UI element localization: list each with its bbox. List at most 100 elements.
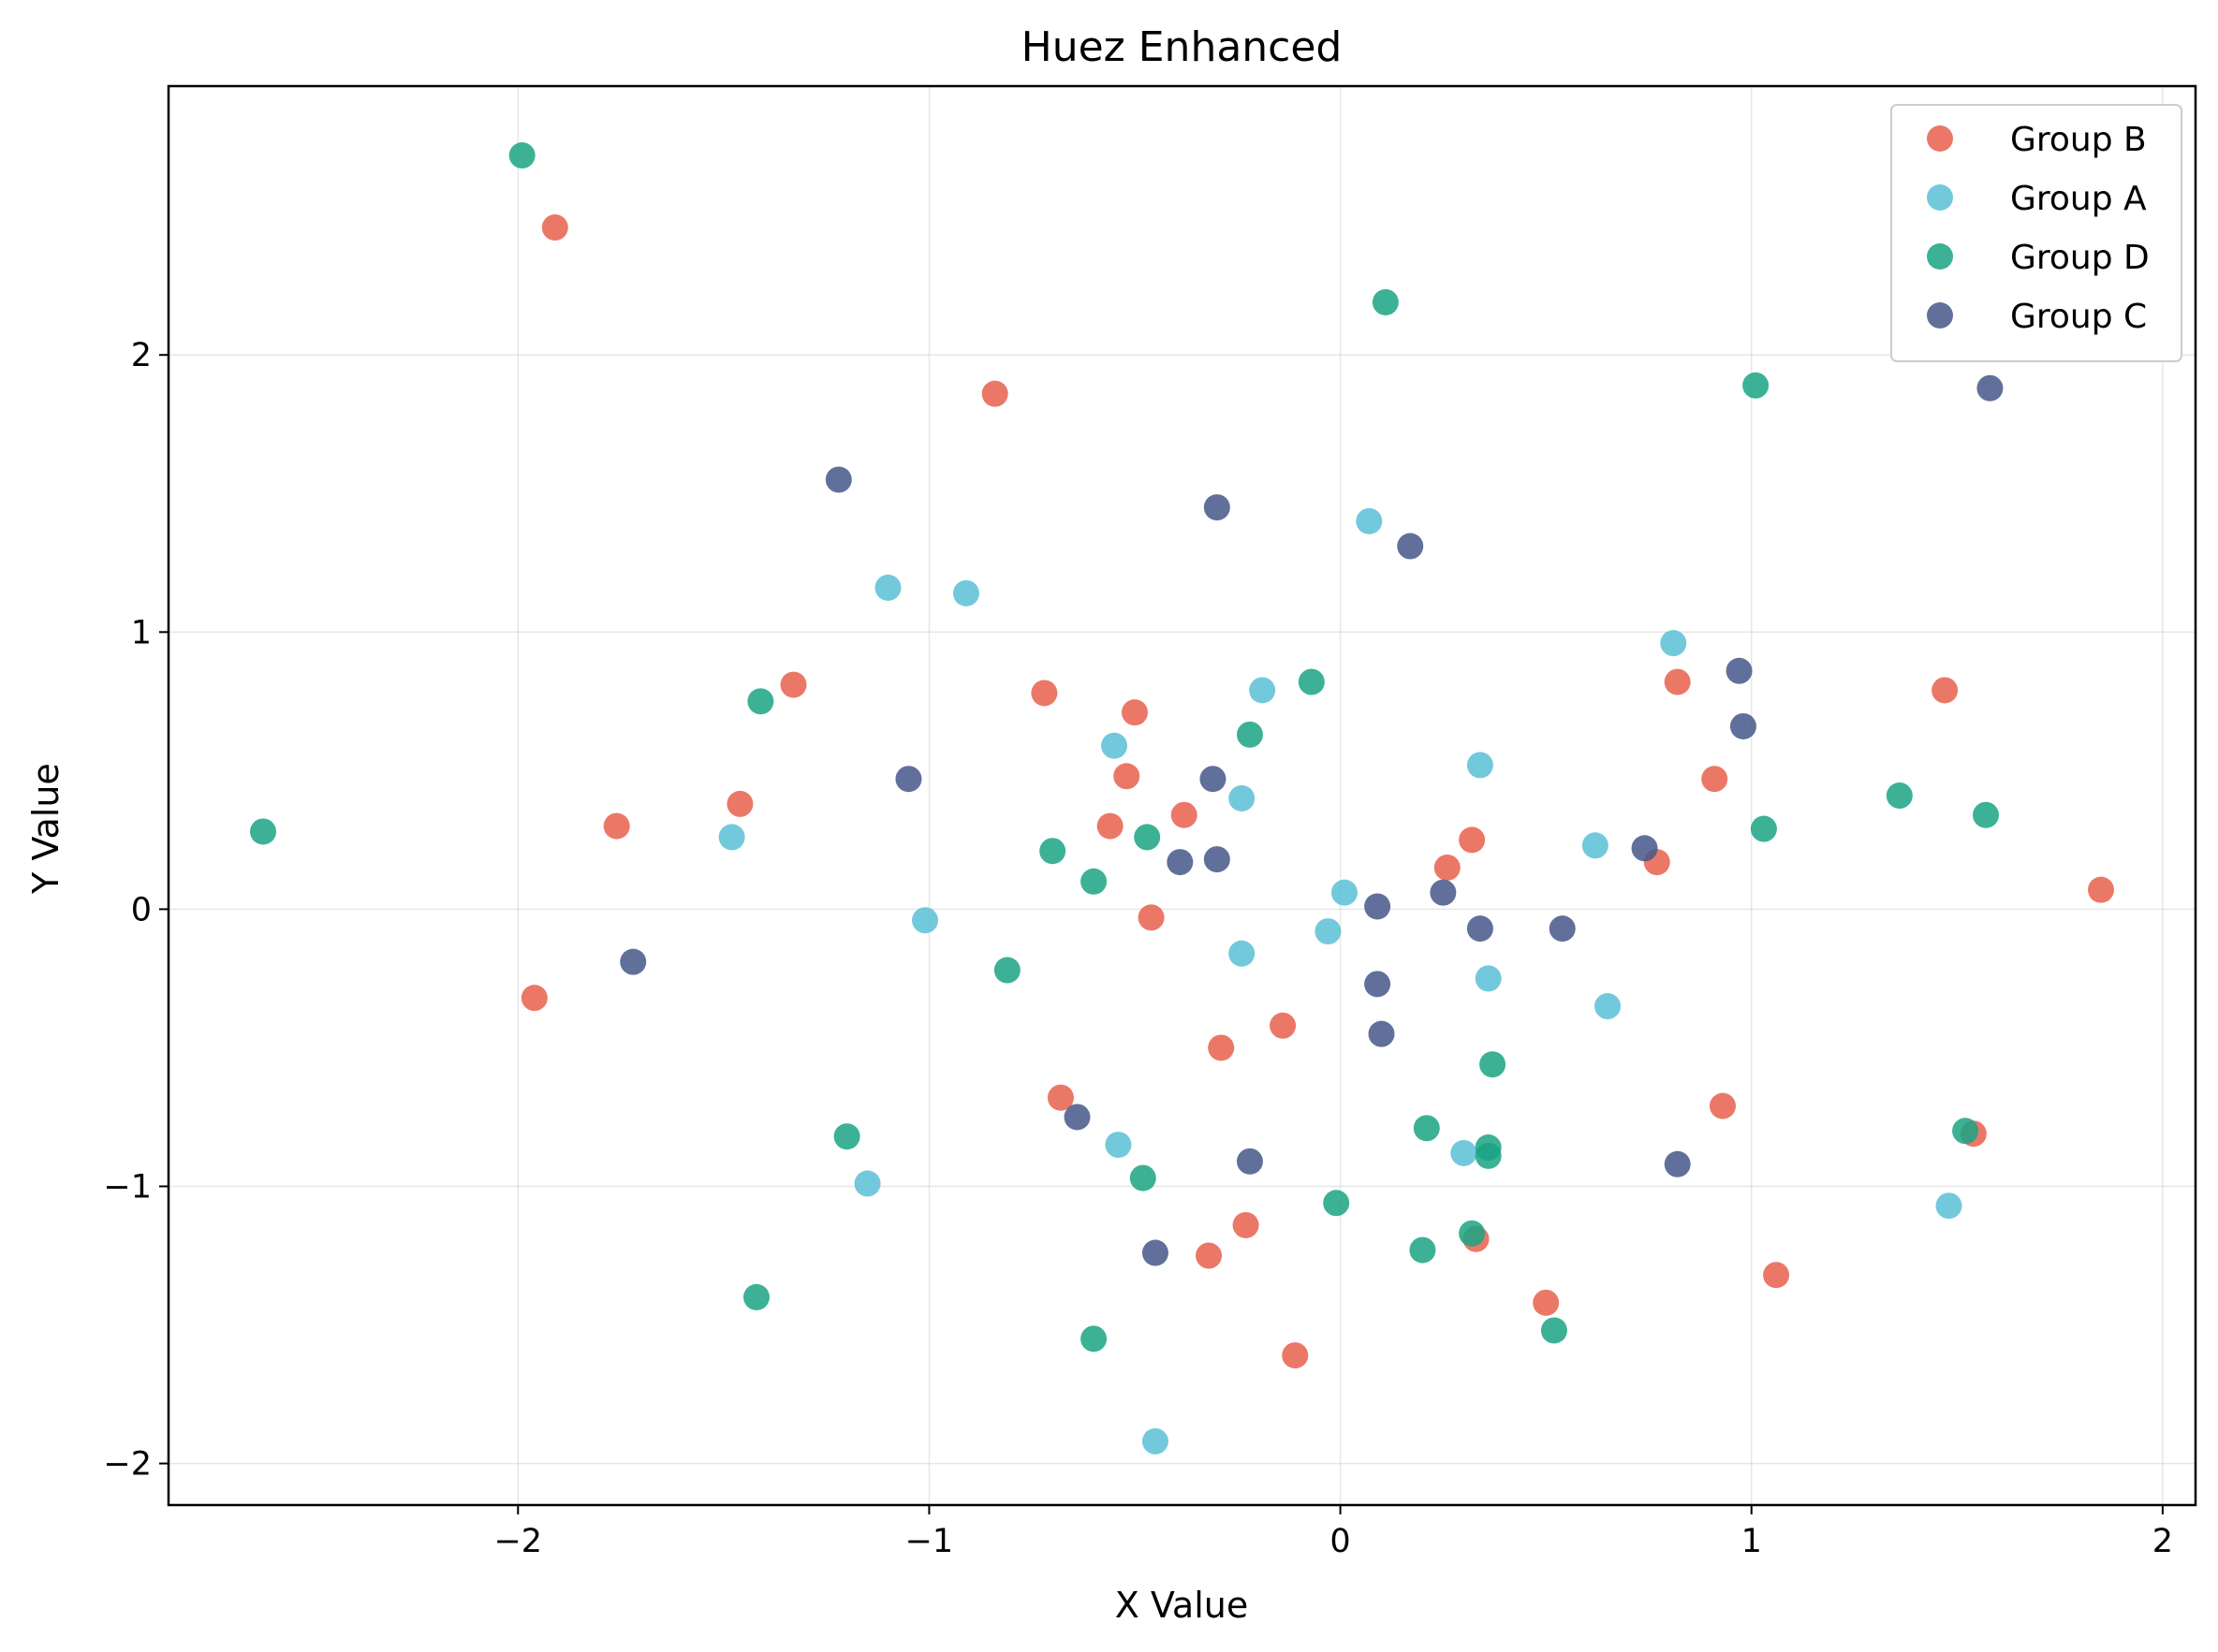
legend-marker-group-c xyxy=(1927,302,1953,329)
point-group-d xyxy=(1080,868,1108,895)
point-group-d xyxy=(1236,721,1263,748)
point-group-c xyxy=(1368,1020,1395,1047)
x-tick-label: 2 xyxy=(2152,1523,2173,1560)
point-group-c xyxy=(825,466,852,493)
point-group-d xyxy=(1413,1115,1440,1142)
point-group-a xyxy=(1228,940,1256,967)
point-group-b xyxy=(1113,763,1140,790)
point-group-d xyxy=(1479,1051,1506,1078)
point-group-c xyxy=(1064,1104,1091,1131)
point-group-c xyxy=(1141,1239,1168,1266)
plot-frame xyxy=(167,84,2197,1507)
point-group-c xyxy=(1167,849,1194,876)
legend-marker-group-b xyxy=(1927,125,1953,152)
point-group-d xyxy=(1372,288,1399,315)
point-group-a xyxy=(1141,1427,1168,1455)
x-tick-label: 1 xyxy=(1741,1523,1762,1560)
point-group-d xyxy=(747,688,774,715)
point-group-d xyxy=(993,957,1021,984)
point-group-d xyxy=(1323,1190,1350,1217)
point-group-c xyxy=(1430,879,1457,906)
point-group-a xyxy=(952,579,979,607)
point-group-b xyxy=(1533,1289,1560,1316)
point-group-b xyxy=(1121,699,1148,726)
legend-label-group-d: Group D xyxy=(2010,239,2150,277)
point-group-c xyxy=(1729,712,1756,739)
point-group-b xyxy=(1433,854,1461,881)
x-tick-label: −2 xyxy=(493,1523,542,1560)
point-group-b xyxy=(1096,812,1124,840)
point-group-c xyxy=(895,766,922,793)
point-group-b xyxy=(1196,1242,1223,1269)
point-group-b xyxy=(1031,680,1058,707)
y-tick-label: 0 xyxy=(131,891,152,928)
point-group-b xyxy=(1282,1342,1309,1369)
chart-title: Huez Enhanced xyxy=(1021,23,1343,71)
y-tick-label: 2 xyxy=(131,337,152,374)
x-tick-label: 0 xyxy=(1329,1523,1350,1560)
point-group-b xyxy=(541,214,568,241)
point-group-c xyxy=(1631,835,1658,862)
point-group-a xyxy=(1450,1139,1477,1166)
point-group-d xyxy=(1129,1164,1156,1191)
point-group-b xyxy=(1270,1012,1297,1039)
point-group-d xyxy=(1039,838,1066,865)
point-group-a xyxy=(1594,993,1622,1020)
point-group-b xyxy=(1709,1092,1736,1119)
point-group-d xyxy=(1459,1220,1486,1247)
point-group-c xyxy=(1199,766,1227,793)
point-group-b xyxy=(2087,876,2114,903)
y-tick-label: 1 xyxy=(131,614,152,651)
legend-marker-group-d xyxy=(1927,243,1953,270)
legend: Group B Group A Group D Group C xyxy=(1890,104,2182,362)
legend-label-group-b: Group B xyxy=(2010,121,2147,159)
point-group-d xyxy=(1540,1317,1567,1344)
point-group-c xyxy=(1664,1150,1691,1177)
point-group-d xyxy=(1742,372,1770,399)
point-group-d xyxy=(1952,1118,1979,1145)
point-group-a xyxy=(912,907,939,934)
point-group-c xyxy=(1364,893,1391,920)
point-group-a xyxy=(1228,784,1256,811)
point-group-d xyxy=(1298,668,1325,695)
point-group-b xyxy=(603,812,630,840)
point-group-c xyxy=(620,948,647,975)
point-group-c xyxy=(1203,846,1230,873)
point-group-c xyxy=(1236,1148,1263,1175)
point-group-d xyxy=(833,1123,860,1150)
legend-box xyxy=(1890,104,2182,362)
grid-lines xyxy=(169,86,2196,1505)
y-tick-label: −2 xyxy=(103,1446,152,1484)
point-group-d xyxy=(250,818,277,845)
point-group-a xyxy=(1249,677,1276,704)
point-group-b xyxy=(521,985,548,1012)
point-group-a xyxy=(1935,1192,1962,1220)
point-group-b xyxy=(981,380,1008,407)
point-group-a xyxy=(718,824,745,851)
point-group-d xyxy=(1475,1142,1502,1169)
data-points xyxy=(250,142,2114,1455)
point-group-b xyxy=(1932,677,1959,704)
point-group-a xyxy=(874,574,902,601)
point-group-b xyxy=(1047,1084,1074,1111)
point-group-d xyxy=(742,1283,770,1310)
point-group-d xyxy=(1750,815,1777,842)
point-group-b xyxy=(1701,766,1728,793)
point-group-d xyxy=(1886,782,1913,809)
point-group-b xyxy=(1208,1034,1235,1061)
axis-ticks: −2 −1 0 1 2 −2 −1 0 1 2 xyxy=(103,337,2173,1560)
point-group-a xyxy=(1105,1132,1132,1159)
point-group-d xyxy=(1080,1325,1108,1352)
point-group-a xyxy=(1356,507,1383,534)
point-group-b xyxy=(1138,904,1165,931)
point-group-c xyxy=(1203,494,1230,521)
point-group-b xyxy=(1459,826,1486,854)
point-group-d xyxy=(1973,801,2000,828)
point-group-c xyxy=(1549,915,1576,943)
legend-label-group-c: Group C xyxy=(2010,298,2147,336)
point-group-b xyxy=(1763,1262,1790,1289)
legend-label-group-a: Group A xyxy=(2010,180,2147,218)
point-group-a xyxy=(1330,879,1358,906)
y-axis-label: Y Value xyxy=(25,763,66,895)
